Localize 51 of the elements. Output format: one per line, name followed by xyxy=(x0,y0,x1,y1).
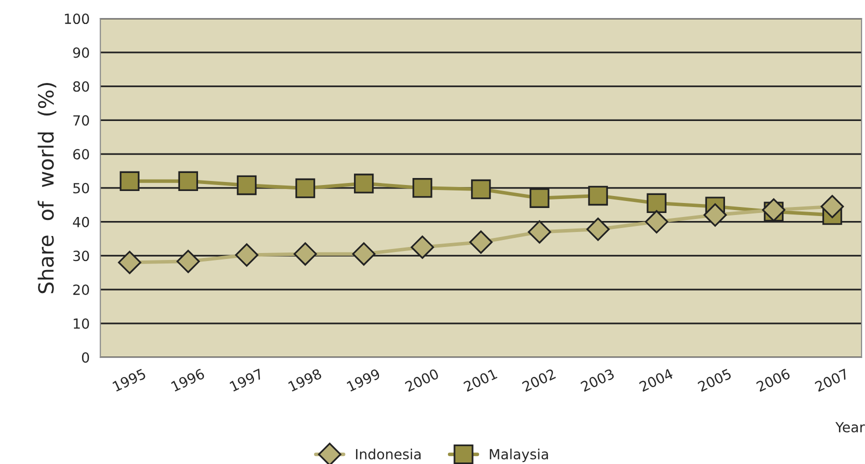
point xyxy=(118,250,142,274)
y-tick-label: 40 xyxy=(72,216,89,228)
point xyxy=(412,178,432,198)
x-tick-label: 2002 xyxy=(522,368,556,392)
point xyxy=(588,186,608,206)
point xyxy=(352,242,376,266)
y-axis-title: Share of world (%) xyxy=(38,83,56,294)
x-tick-label: 1996 xyxy=(170,368,206,392)
point xyxy=(295,178,316,198)
y-tick-label: 90 xyxy=(73,47,89,58)
point xyxy=(586,218,610,241)
point xyxy=(762,198,786,222)
y-tick-label: 10 xyxy=(74,318,89,329)
y-tick-label: 100 xyxy=(64,14,89,24)
x-tick-label: 2003 xyxy=(580,368,615,392)
point xyxy=(471,179,491,200)
x-axis-title: Year xyxy=(835,422,865,432)
point xyxy=(294,242,317,266)
point xyxy=(176,250,200,274)
point xyxy=(704,203,727,227)
point xyxy=(235,243,258,267)
legend-label: Malaysia xyxy=(490,448,548,462)
x-tick-label: 1995 xyxy=(112,368,146,392)
point xyxy=(644,210,668,234)
point xyxy=(178,171,198,192)
point xyxy=(528,220,552,244)
point xyxy=(236,175,257,196)
x-tick-label: 2007 xyxy=(814,368,849,392)
x-tick-label: 2000 xyxy=(404,368,440,392)
x-tick-label: 1997 xyxy=(229,368,264,392)
y-tick-label: 60 xyxy=(73,149,89,160)
y-tick-label: 70 xyxy=(73,115,89,126)
point xyxy=(820,194,844,218)
x-tick-label: 1998 xyxy=(288,368,322,392)
y-tick-label: 80 xyxy=(73,81,89,92)
x-tick-label: 2004 xyxy=(638,368,674,392)
point xyxy=(120,171,140,192)
point xyxy=(410,236,434,259)
x-tick-label: 2001 xyxy=(463,368,498,392)
x-tick-label: 2006 xyxy=(756,368,791,392)
y-tick-label: 20 xyxy=(73,284,89,296)
y-tick-label: 30 xyxy=(73,250,89,262)
y-tick-label: 50 xyxy=(73,182,89,194)
point xyxy=(646,193,666,214)
x-tick-label: 1999 xyxy=(346,368,381,392)
point xyxy=(530,188,550,208)
legend-label: Indonesia xyxy=(356,448,421,460)
point xyxy=(469,230,493,254)
x-tick-label: 2005 xyxy=(697,368,732,392)
point xyxy=(354,174,374,194)
y-tick-label: 0 xyxy=(82,352,89,363)
